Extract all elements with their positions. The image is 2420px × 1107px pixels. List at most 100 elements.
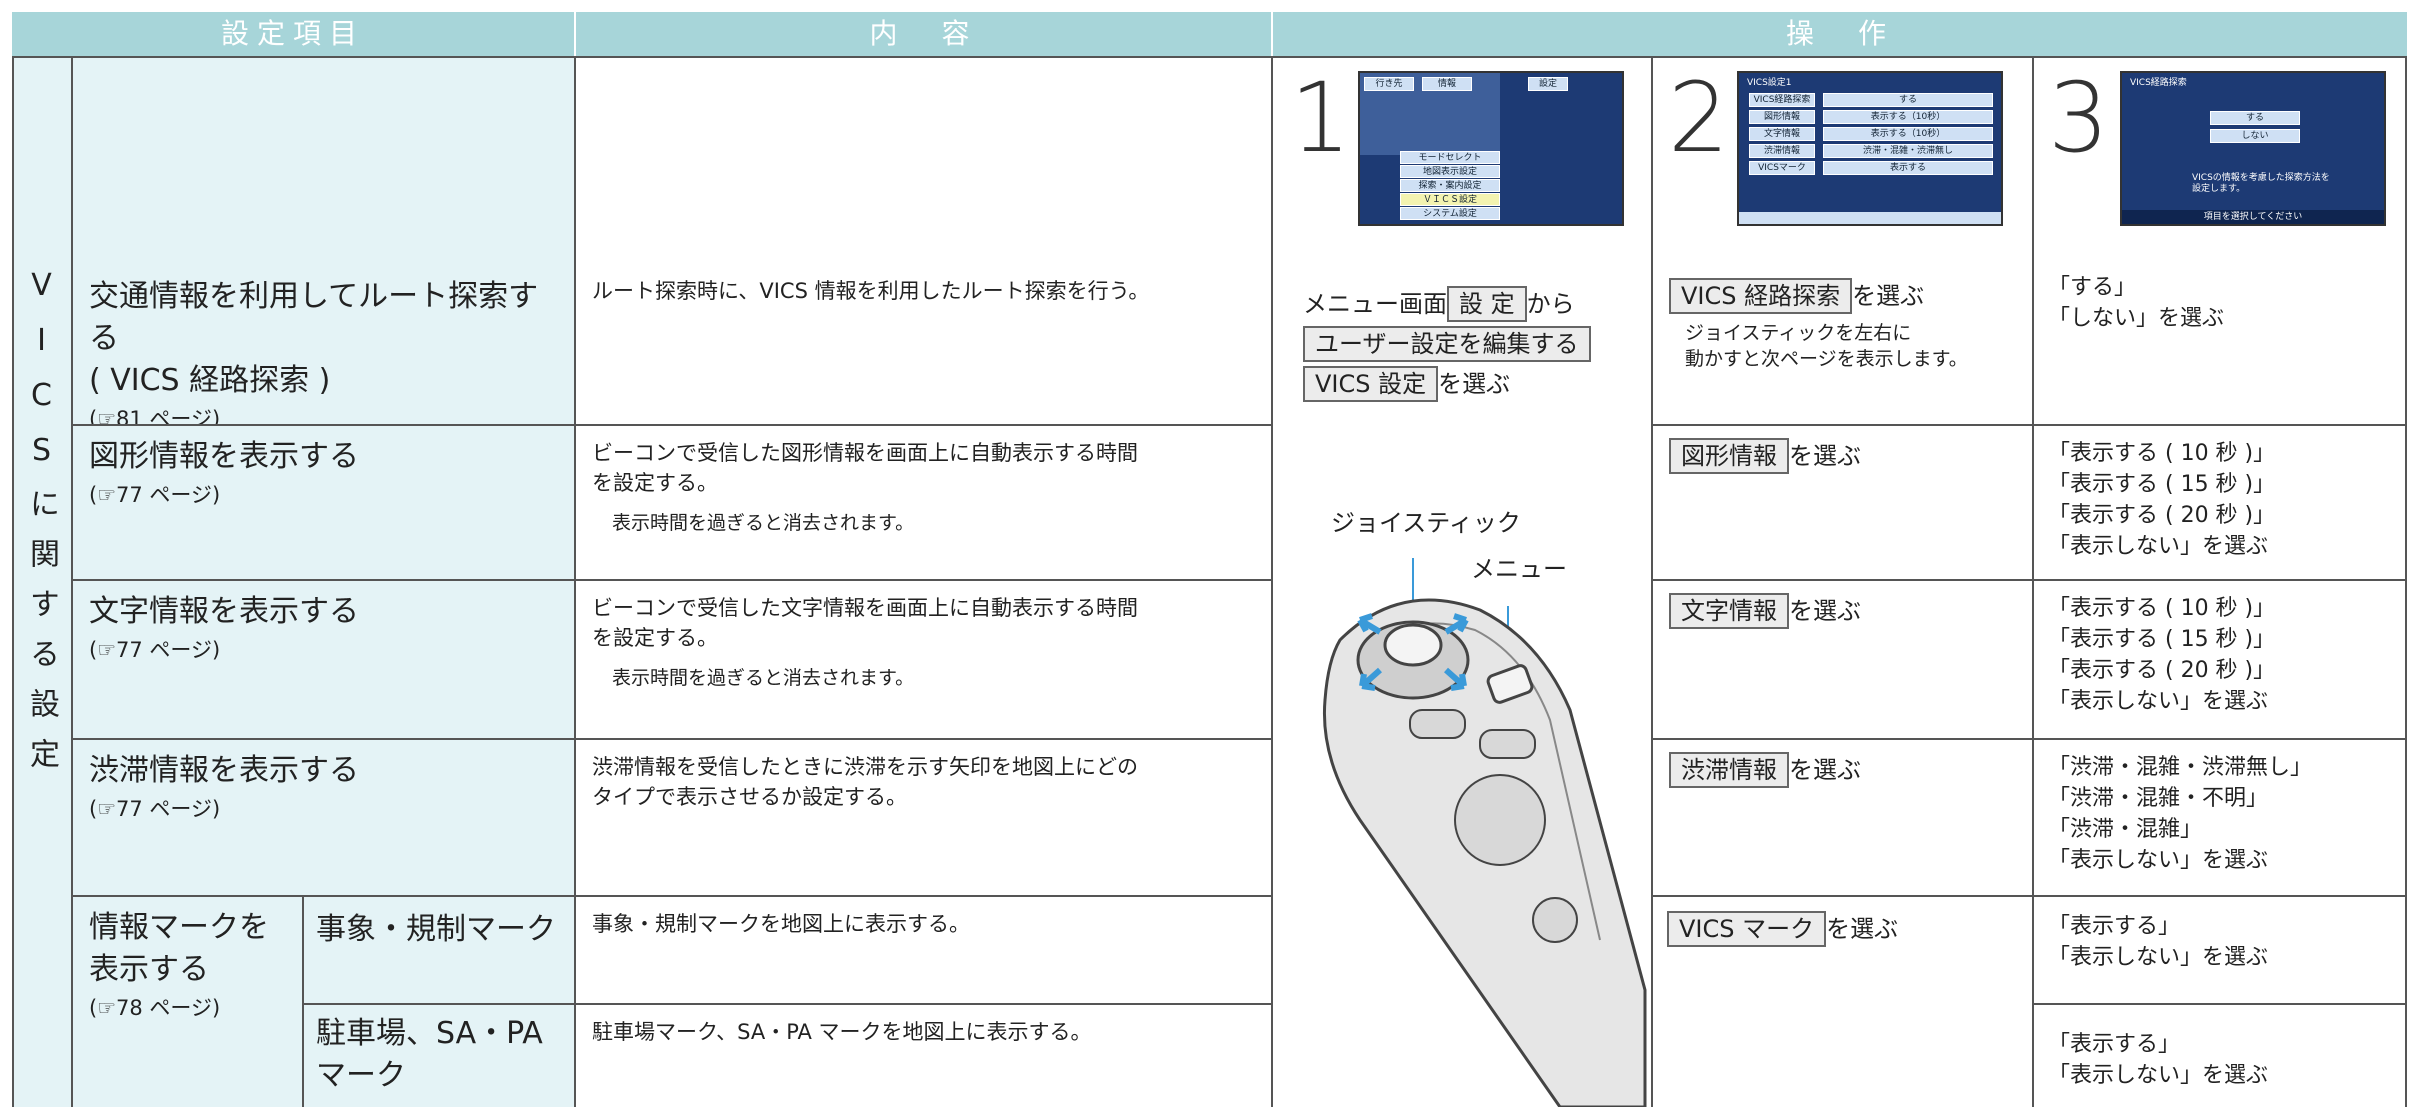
op-line: 「表示する ( 20 秒 )」 bbox=[2048, 503, 2276, 528]
screen-item: VICSマーク bbox=[1749, 161, 1815, 175]
op2-cell: 文字情報 を選ぶ bbox=[1651, 579, 2032, 738]
screen-tab: 情報 bbox=[1422, 77, 1472, 91]
item-sub: ( VICS 経路探索 ) bbox=[89, 363, 331, 398]
step-text: メニュー画面 bbox=[1303, 290, 1447, 318]
op-line: 「渋滞・混雑・渋滞無し」 bbox=[2048, 755, 2313, 780]
item-title: 情報マークを表示する bbox=[89, 910, 269, 987]
page-ref: (☞78 ページ) bbox=[89, 996, 221, 1020]
op3-cell: 「表示する」 「表示しない」を選ぶ bbox=[2032, 895, 2407, 1003]
button-label: VICS 経路探索 bbox=[1669, 278, 1853, 314]
screen-menu-item: モードセレクト bbox=[1400, 151, 1500, 164]
screen-option: しない bbox=[2210, 129, 2300, 143]
screen-footer: 項目を選択してください bbox=[2122, 210, 2384, 224]
joystick-illustration bbox=[1322, 558, 1647, 1107]
screen-menu-item: システム設定 bbox=[1400, 207, 1500, 220]
content-cell: 渋滞情報を受信したときに渋滞を示す矢印を地図上にどのタイプで表示させるか設定する… bbox=[574, 738, 1271, 895]
op2-cell: 渋滞情報 を選ぶ bbox=[1651, 738, 2032, 895]
content-note: 表示時間を過ぎると消去されます。 bbox=[612, 512, 915, 534]
screen-note: VICSの情報を考慮した探索方法を設定します。 bbox=[2192, 173, 2330, 194]
item-cell: 交通情報を利用してルート探索する ( VICS 経路探索 ) (☞81 ページ) bbox=[71, 56, 574, 431]
op2-cell: 図形情報 を選ぶ bbox=[1651, 424, 2032, 579]
subitem-cell: 事象・規制マーク bbox=[302, 895, 574, 1003]
content-cell: ビーコンで受信した文字情報を画面上に自動表示する時間を設定する。 表示時間を過ぎる… bbox=[574, 579, 1271, 738]
menu-label: メニュー bbox=[1471, 555, 1567, 583]
op-text: を選ぶ bbox=[1852, 282, 1925, 310]
op2-cell: VICS 経路探索 を選ぶ ジョイスティックを左右に 動かすと次ページを表示します。 bbox=[1651, 56, 2032, 424]
item-title: 交通情報を利用してルート探索する bbox=[89, 279, 539, 356]
op-text: を選ぶ bbox=[1789, 597, 1861, 625]
op3-cell: 「表示する ( 10 秒 )」 「表示する ( 15 秒 )」 「表示する ( 20… bbox=[2032, 424, 2407, 579]
header-cell: 操 作 bbox=[1271, 12, 2407, 56]
step-text: を選ぶ bbox=[1438, 370, 1511, 398]
op-line: 「表示しない」を選ぶ bbox=[2048, 945, 2269, 970]
step-number: 1 bbox=[1290, 62, 1352, 174]
op-line: 「表示しない」を選ぶ bbox=[2048, 1063, 2269, 1088]
header-cell: 設定項目 bbox=[12, 12, 574, 56]
content-note: 表示時間を過ぎると消去されます。 bbox=[612, 667, 915, 689]
op-line: 「表示しない」を選ぶ bbox=[2048, 534, 2269, 559]
op-line: 「表示する ( 10 秒 )」 bbox=[2048, 596, 2276, 621]
button-label: 設 定 bbox=[1447, 286, 1527, 322]
content-cell: 事象・規制マークを地図上に表示する。 bbox=[574, 895, 1271, 1003]
button-label: VICS 設定 bbox=[1303, 366, 1439, 402]
op2-cell: VICS マーク を選ぶ bbox=[1651, 895, 2032, 1107]
op3-cell: 「する」「しない」を選ぶ bbox=[2032, 56, 2407, 424]
button-label: 文字情報 bbox=[1669, 593, 1789, 629]
item-cell: 情報マークを表示する (☞78 ページ) bbox=[71, 895, 302, 1107]
item-title: 図形情報を表示する bbox=[89, 439, 359, 474]
screen-item: 渋滞情報 bbox=[1749, 144, 1815, 158]
page-ref: (☞77 ページ) bbox=[89, 797, 221, 821]
op-line: 「渋滞・混雑・不明」 bbox=[2048, 786, 2269, 811]
content-text: ビーコンで受信した図形情報を画面上に自動表示する時間を設定する。 bbox=[592, 441, 1138, 495]
screen-title: VICS経路探索 bbox=[2130, 78, 2187, 88]
screen-tab: 設定 bbox=[1528, 77, 1568, 91]
op3-cell: 「表示する」 「表示しない」を選ぶ bbox=[2032, 1003, 2407, 1107]
header-cell: 内 容 bbox=[574, 12, 1271, 56]
screen: 行き先 情報 設定 モードセレクト 地図表示設定 探索・案内設定 ＶＩＣＳ設定 システム設定 bbox=[1358, 71, 1624, 226]
content-cell: 駐車場マーク、SA・PA マークを地図上に表示する。 bbox=[574, 1003, 1271, 1107]
screen-item: 文字情報 bbox=[1749, 127, 1815, 141]
op3-cell: 「表示する ( 10 秒 )」 「表示する ( 15 秒 )」 「表示する ( 20… bbox=[2032, 579, 2407, 738]
screen-value: 表示する（10秒） bbox=[1823, 110, 1993, 124]
op-text: を選ぶ bbox=[1789, 442, 1861, 470]
button-label: 図形情報 bbox=[1669, 438, 1789, 474]
screen-menu-item: 探索・案内設定 bbox=[1400, 179, 1500, 192]
screen-option: する bbox=[2210, 111, 2300, 125]
header-label: 操 作 bbox=[1785, 17, 1894, 50]
item-cell: 文字情報を表示する (☞77 ページ) bbox=[71, 579, 574, 738]
screen-value: 渋滞・混雑・渋滞無し bbox=[1823, 144, 1993, 158]
button-label: VICS マーク bbox=[1667, 911, 1827, 947]
screen-value: 表示する（10秒） bbox=[1823, 127, 1993, 141]
screen-footer bbox=[1739, 212, 2001, 224]
screen-menu-item: ＶＩＣＳ設定 bbox=[1400, 193, 1500, 206]
page-ref: (☞77 ページ) bbox=[89, 638, 221, 662]
step-number: 3 bbox=[2048, 62, 2110, 174]
op-line: 「表示する ( 15 秒 )」 bbox=[2048, 627, 2276, 652]
op-text: を選ぶ bbox=[1789, 756, 1861, 784]
screen-item: VICS経路探索 bbox=[1749, 93, 1815, 107]
content-text: 渋滞情報を受信したときに渋滞を示す矢印を地図上にどのタイプで表示させるか設定する… bbox=[592, 755, 1138, 809]
side-cell: VICSに関する設定 bbox=[12, 56, 71, 1107]
content-text: 事象・規制マークを地図上に表示する。 bbox=[592, 912, 970, 936]
op-line: 「表示する ( 20 秒 )」 bbox=[2048, 658, 2276, 683]
screen-value: 表示する bbox=[1823, 161, 1993, 175]
step1-cell: メニュー画面設 定から ユーザー設定を編集する VICS 設定 を選ぶ ジョイステ… bbox=[1271, 56, 1651, 1107]
joystick-label: ジョイスティック bbox=[1331, 509, 1521, 537]
step-number: 2 bbox=[1668, 62, 1730, 174]
screen: VICS設定1 VICS経路探索 図形情報 文字情報 渋滞情報 VICSマーク する 表示する… bbox=[1737, 71, 2003, 226]
op-line: 「表示しない」を選ぶ bbox=[2048, 689, 2269, 714]
content-text: ルート探索時に、VICS 情報を利用したルート探索を行う。 bbox=[592, 279, 1150, 303]
step-text: から bbox=[1526, 290, 1575, 318]
op-line: 「しない」を選ぶ bbox=[2048, 306, 2225, 331]
op3-cell: 「渋滞・混雑・渋滞無し」 「渋滞・混雑・不明」 「渋滞・混雑」 「表示しない」を選ぶ bbox=[2032, 738, 2407, 895]
op-line: 「表示する ( 10 秒 )」 bbox=[2048, 441, 2276, 466]
side-label: VICSに関する設定 bbox=[24, 268, 59, 788]
page-ref: (☞77 ページ) bbox=[89, 483, 221, 507]
op-line: 「する」 bbox=[2048, 275, 2137, 300]
subitem-cell: 駐車場、SA・PA マーク bbox=[302, 1003, 574, 1107]
item-cell: 図形情報を表示する (☞77 ページ) bbox=[71, 424, 574, 579]
screen: VICS経路探索するしない VICSの情報を考慮した探索方法を設定します。項目を選… bbox=[2120, 71, 2386, 226]
screen-title: VICS設定1 bbox=[1747, 78, 1792, 88]
screen-item: 図形情報 bbox=[1749, 110, 1815, 124]
